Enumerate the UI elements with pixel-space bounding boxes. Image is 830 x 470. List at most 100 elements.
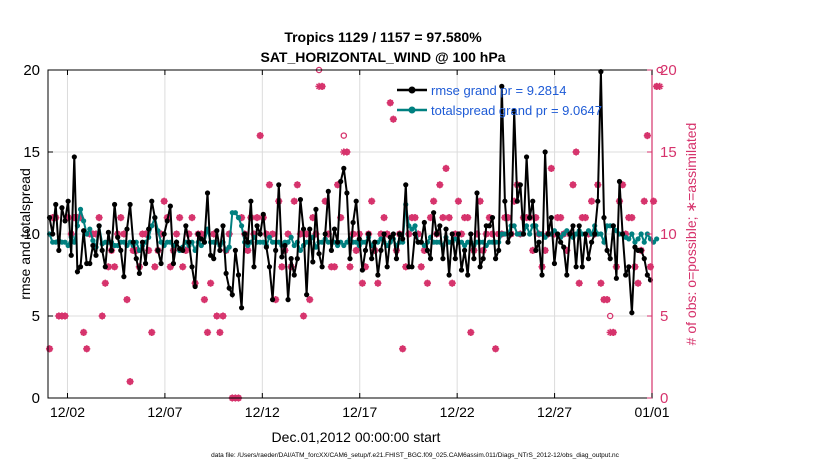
rmse-point xyxy=(74,269,81,275)
rmse-point xyxy=(508,231,514,237)
obs-assimilated-point xyxy=(61,312,69,320)
totalspread-point xyxy=(462,242,468,249)
rmse-point xyxy=(480,256,486,262)
obs-assimilated-point xyxy=(293,181,301,189)
rmse-point xyxy=(291,272,297,278)
rmse-point xyxy=(610,223,616,229)
rmse-point xyxy=(297,196,304,203)
rmse-point xyxy=(111,201,118,208)
totalspread-point xyxy=(626,236,632,242)
series-lines xyxy=(46,69,660,316)
rmse-point xyxy=(638,247,644,253)
rmse-point xyxy=(59,205,65,211)
rmse-point xyxy=(573,264,579,270)
rmse-point xyxy=(87,260,93,267)
obs-assimilated-point xyxy=(45,345,54,353)
rmse-point xyxy=(375,272,381,278)
rmse-point xyxy=(536,239,542,245)
rmse-point xyxy=(335,239,341,245)
totalspread-point xyxy=(84,231,90,237)
rmse-point xyxy=(71,154,77,160)
rmse-point xyxy=(77,264,84,270)
rmse-point xyxy=(542,149,548,155)
rmse-point xyxy=(304,292,310,298)
rmse-point xyxy=(554,231,561,237)
obs-assimilated-point xyxy=(439,214,447,222)
rmse-point xyxy=(641,256,647,262)
totalspread-point xyxy=(527,231,533,237)
rmse-point xyxy=(579,264,585,270)
x-tick-label: 01/01 xyxy=(634,404,669,420)
rmse-point xyxy=(548,215,554,221)
y-tick-label: 15 xyxy=(23,144,40,161)
totalspread-point xyxy=(654,236,660,242)
obs-assimilated-point xyxy=(656,82,664,90)
rmse-point xyxy=(356,236,362,242)
rmse-point xyxy=(322,231,328,237)
rmse-point xyxy=(353,198,359,204)
totalspread-point xyxy=(238,223,245,229)
obs-assimilated-point xyxy=(256,132,264,140)
rmse-point xyxy=(124,226,130,232)
rmse-point xyxy=(273,247,279,253)
rmse-point xyxy=(152,215,158,221)
obs-assimilated-point xyxy=(417,263,425,271)
totalspread-point xyxy=(573,231,579,237)
legend: rmse grand pr = 9.2814 totalspread grand… xyxy=(397,83,602,118)
rmse-point xyxy=(189,264,195,270)
rmse-point xyxy=(96,223,102,229)
rmse-point xyxy=(474,190,480,196)
obs-assimilated-point xyxy=(306,296,314,304)
obs-assimilated-point xyxy=(454,197,463,205)
obs-assimilated-point xyxy=(588,197,596,205)
obs-assimilated-point xyxy=(346,263,354,271)
obs-assimilated-point xyxy=(448,279,456,287)
rmse-point xyxy=(344,190,350,196)
rmse-point xyxy=(220,223,226,229)
rmse-point xyxy=(257,231,263,237)
obs-assimilated-point xyxy=(634,279,642,287)
obs-assimilated-point xyxy=(467,328,475,336)
obs-assimilated-point xyxy=(176,214,184,222)
rmse-point xyxy=(431,210,437,216)
totalspread-point xyxy=(266,234,273,240)
rmse-point xyxy=(384,264,390,270)
obs-assimilated-point xyxy=(572,148,580,156)
rmse-point xyxy=(514,198,520,204)
rmse-point xyxy=(53,201,59,208)
legend-spread-label: totalspread grand pr = 9.0647 xyxy=(431,103,602,118)
rmse-point xyxy=(127,201,133,208)
rmse-point xyxy=(68,252,74,258)
rmse-point xyxy=(341,165,347,171)
obs-assimilated-point xyxy=(318,82,326,90)
rmse-point xyxy=(496,247,502,253)
rmse-point xyxy=(226,285,232,291)
obs-assimilated-point xyxy=(253,214,261,222)
rmse-point xyxy=(434,231,440,237)
obs-assimilated-point xyxy=(151,263,159,271)
rmse-point xyxy=(462,247,468,253)
rmse-point xyxy=(412,231,418,237)
obs-assimilated-point xyxy=(123,296,131,304)
obs-assimilated-point xyxy=(575,279,583,287)
totalspread-point xyxy=(81,218,87,224)
rmse-point xyxy=(313,206,319,212)
rmse-point xyxy=(452,256,458,262)
rmse-point xyxy=(403,182,409,188)
totalspread-point xyxy=(87,226,93,232)
rmse-point xyxy=(294,256,300,262)
obs-assimilated-point xyxy=(386,99,394,107)
rmse-point xyxy=(300,226,307,232)
obs-assimilated-point xyxy=(101,279,109,287)
totalspread-point xyxy=(291,242,297,249)
obs-assimilated-point xyxy=(216,328,224,336)
obs-assimilated-point xyxy=(160,197,168,205)
totalspread-point xyxy=(198,242,204,249)
rmse-point xyxy=(616,178,623,185)
rmse-point xyxy=(545,231,551,237)
rmse-point xyxy=(424,247,431,253)
totalspread-point xyxy=(629,231,635,237)
obs-assimilated-point xyxy=(207,279,215,287)
obs-assimilated-point xyxy=(442,164,450,172)
